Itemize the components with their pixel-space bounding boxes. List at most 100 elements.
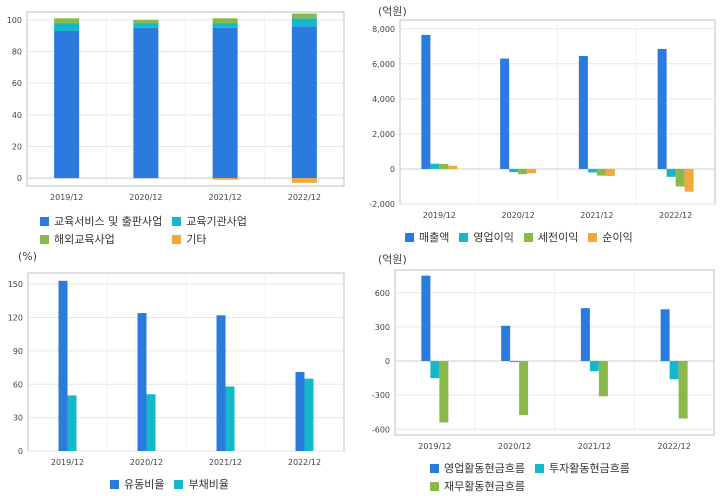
bar bbox=[212, 18, 238, 24]
legend-item: 교육서비스 및 출판사업 bbox=[40, 213, 162, 229]
legend-label: 세전이익 bbox=[537, 231, 579, 244]
bar bbox=[58, 280, 68, 451]
x-tick-label: 2020/12 bbox=[498, 442, 531, 451]
bar bbox=[421, 34, 431, 169]
bar bbox=[657, 48, 667, 169]
legend-item: 기타 bbox=[172, 231, 247, 247]
legend-swatch bbox=[534, 463, 544, 473]
legend-label: 해외교육사업 bbox=[54, 233, 115, 246]
legend-label: 순이익 bbox=[602, 231, 633, 244]
bar bbox=[304, 378, 314, 451]
bar bbox=[225, 386, 235, 451]
legend-swatch bbox=[588, 232, 598, 242]
legend-item: 투자활동현금흐름 bbox=[534, 460, 630, 476]
bar bbox=[212, 23, 238, 28]
legend-label: 투자활동현금흐름 bbox=[548, 462, 630, 475]
x-tick-label: 2019/12 bbox=[423, 211, 456, 220]
y-tick-label: 0 bbox=[17, 174, 22, 183]
legend-item: 순이익 bbox=[588, 229, 633, 245]
y-tick-label: 60 bbox=[13, 380, 23, 389]
chart-liquidity-ratios: (%) 0 30 60 90 120 150 2019/12 2020/12 2021/12 20… bbox=[0, 248, 360, 496]
legend-swatch bbox=[172, 234, 182, 244]
bar bbox=[660, 309, 670, 362]
x-tick-label: 2020/12 bbox=[502, 211, 535, 220]
bar bbox=[675, 168, 685, 187]
x-tick-label: 2021/12 bbox=[209, 193, 242, 202]
bar bbox=[146, 394, 156, 451]
legend-item: 해외교육사업 bbox=[40, 231, 162, 247]
y-tick-label: 4,000 bbox=[372, 95, 395, 104]
y-tick-label: 0 bbox=[18, 447, 23, 456]
x-tick-label: 2022/12 bbox=[658, 442, 691, 451]
bar bbox=[448, 165, 458, 169]
bar bbox=[295, 372, 305, 451]
bar bbox=[430, 361, 440, 379]
bar bbox=[291, 26, 317, 179]
legend-label: 영업이익 bbox=[473, 231, 514, 244]
bar bbox=[216, 315, 226, 451]
bar bbox=[598, 361, 608, 397]
bar bbox=[500, 58, 510, 169]
chart-svg: 0 20 40 60 80 100 2019/12 2020/12 2021/12 2022/12 bbox=[7, 11, 345, 202]
y-tick-label: 2,000 bbox=[372, 130, 395, 139]
legend-label: 교육기관사업 bbox=[186, 215, 247, 228]
y-tick-label: 600 bbox=[375, 289, 390, 298]
x-tick-label: 2021/12 bbox=[580, 211, 613, 220]
legend-label: 기타 bbox=[186, 233, 207, 246]
legend-item: 교육기관사업 bbox=[172, 213, 247, 229]
y-tick-label: 0 bbox=[390, 165, 395, 174]
bar bbox=[580, 308, 590, 362]
chart-income: (억원) -2,000 0 2,000 4,000 6,000 8,000 2019/12 2… bbox=[360, 0, 720, 248]
bar bbox=[430, 163, 440, 169]
y-tick-label: 8,000 bbox=[372, 25, 395, 34]
bar bbox=[527, 168, 537, 174]
bar bbox=[439, 164, 449, 169]
bar bbox=[605, 168, 615, 176]
y-tick-label: 300 bbox=[375, 323, 390, 332]
bar bbox=[439, 361, 449, 423]
legend-item: 유동비율 bbox=[110, 476, 164, 492]
bar bbox=[678, 361, 688, 419]
legend-label: 유동비율 bbox=[124, 478, 165, 491]
bar bbox=[54, 18, 80, 24]
y-tick-label: 60 bbox=[12, 79, 22, 88]
y-tick-label: 80 bbox=[12, 48, 22, 57]
x-tick-label: 2020/12 bbox=[130, 458, 163, 467]
x-tick-label: 2021/12 bbox=[578, 442, 611, 451]
legend-swatch bbox=[172, 216, 182, 226]
chart-revenue-composition: 0 20 40 60 80 100 2019/12 2020/12 2021/12 2022/12… bbox=[0, 0, 360, 248]
bar bbox=[684, 168, 694, 192]
legend-item: 매출액 bbox=[405, 229, 449, 245]
y-tick-label: -600 bbox=[372, 425, 390, 434]
bar bbox=[587, 168, 597, 173]
bar bbox=[669, 361, 679, 380]
bar bbox=[212, 27, 238, 179]
x-tick-label: 2019/12 bbox=[50, 193, 83, 202]
y-tick-label: 30 bbox=[13, 414, 23, 423]
bar bbox=[421, 275, 431, 362]
bar bbox=[578, 55, 588, 169]
legend-item: 부채비율 bbox=[174, 476, 229, 492]
legend-swatch bbox=[459, 232, 469, 242]
chart-svg: -2,000 0 2,000 4,000 6,000 8,000 2019/12 2020/1… bbox=[369, 19, 716, 220]
y-tick-label: 120 bbox=[8, 314, 23, 323]
legend-label: 재무활동현금흐름 bbox=[444, 480, 525, 493]
y-tick-label: 6,000 bbox=[372, 60, 395, 69]
y-tick-label: 40 bbox=[12, 111, 22, 120]
legend-item: 영업활동현금흐름 bbox=[430, 460, 525, 476]
legend-swatch bbox=[174, 479, 184, 489]
legend-item: 영업이익 bbox=[459, 229, 514, 245]
legend-swatch bbox=[40, 216, 49, 226]
y-tick-label: 150 bbox=[8, 280, 23, 289]
legend-swatch bbox=[430, 481, 439, 491]
bar bbox=[509, 168, 519, 173]
bar bbox=[666, 168, 676, 177]
y-tick-label: 90 bbox=[13, 347, 23, 356]
bar bbox=[67, 395, 77, 451]
bar bbox=[54, 23, 80, 31]
legend-swatch bbox=[40, 234, 49, 244]
bar bbox=[510, 361, 520, 363]
y-tick-label: 100 bbox=[7, 16, 22, 25]
y-tick-label: 0 bbox=[385, 357, 390, 366]
